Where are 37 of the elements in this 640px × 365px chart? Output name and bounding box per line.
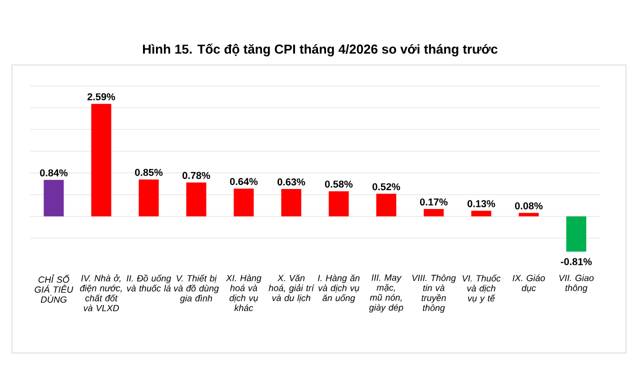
data-label: 0.17% [420, 198, 448, 206]
bar [328, 191, 349, 216]
x-tick-label: CHỈ SỐ GIÁ TIÊU DÙNG [34, 274, 74, 303]
x-tick-label: VII. Giao thông [559, 274, 594, 293]
x-tick-label: II. Đồ uống và thuốc lá [126, 274, 172, 292]
bar [518, 212, 539, 216]
bar [234, 188, 254, 216]
data-label: 0.84% [40, 169, 68, 176]
bar [424, 209, 444, 216]
x-tick-label: VIII. Thông tin và truyền thông [412, 274, 456, 313]
data-label: 0.08% [515, 202, 543, 210]
bar [186, 182, 206, 216]
chart-title: Hình 15. Tốc độ tăng CPI tháng 4/2026 so với tháng trước [143, 44, 498, 56]
x-tick-label: IX. Giáo dục [512, 274, 545, 292]
x-tick-label: VI. Thuốc và dịch vụ y tế [462, 274, 501, 304]
x-tick-label: I. Hàng ăn và dịch vụ ăn uống [318, 274, 360, 303]
x-tick-label: V. Thiết bị và đồ dùng gia đình [174, 274, 219, 304]
data-label: 0.85% [135, 168, 163, 176]
bar [138, 179, 159, 216]
data-label: -0.81% [560, 258, 592, 266]
bar [566, 216, 586, 252]
data-label: 0.78% [182, 172, 210, 179]
data-label: 2.59% [87, 93, 116, 100]
data-label: 0.63% [278, 178, 306, 186]
data-label: 0.58% [325, 180, 353, 188]
bar [376, 194, 396, 216]
x-tick-label: III. May mặc, mũ nón, giày dép [369, 274, 404, 312]
data-label: 0.13% [468, 200, 496, 208]
x-tick-label: XI. Hàng hoá và dịch vụ khác [226, 274, 262, 312]
bar [91, 104, 112, 216]
data-label: 0.52% [372, 183, 400, 190]
bar [471, 210, 492, 216]
x-tick-label: X. Văn hoá, giải trí và du lịch [268, 274, 315, 302]
bar [44, 180, 64, 216]
bar [281, 189, 302, 216]
data-label: 0.64% [230, 178, 258, 186]
x-tick-label: IV. Nhà ở, điện nước, chất đốt và VLXD [80, 274, 122, 312]
